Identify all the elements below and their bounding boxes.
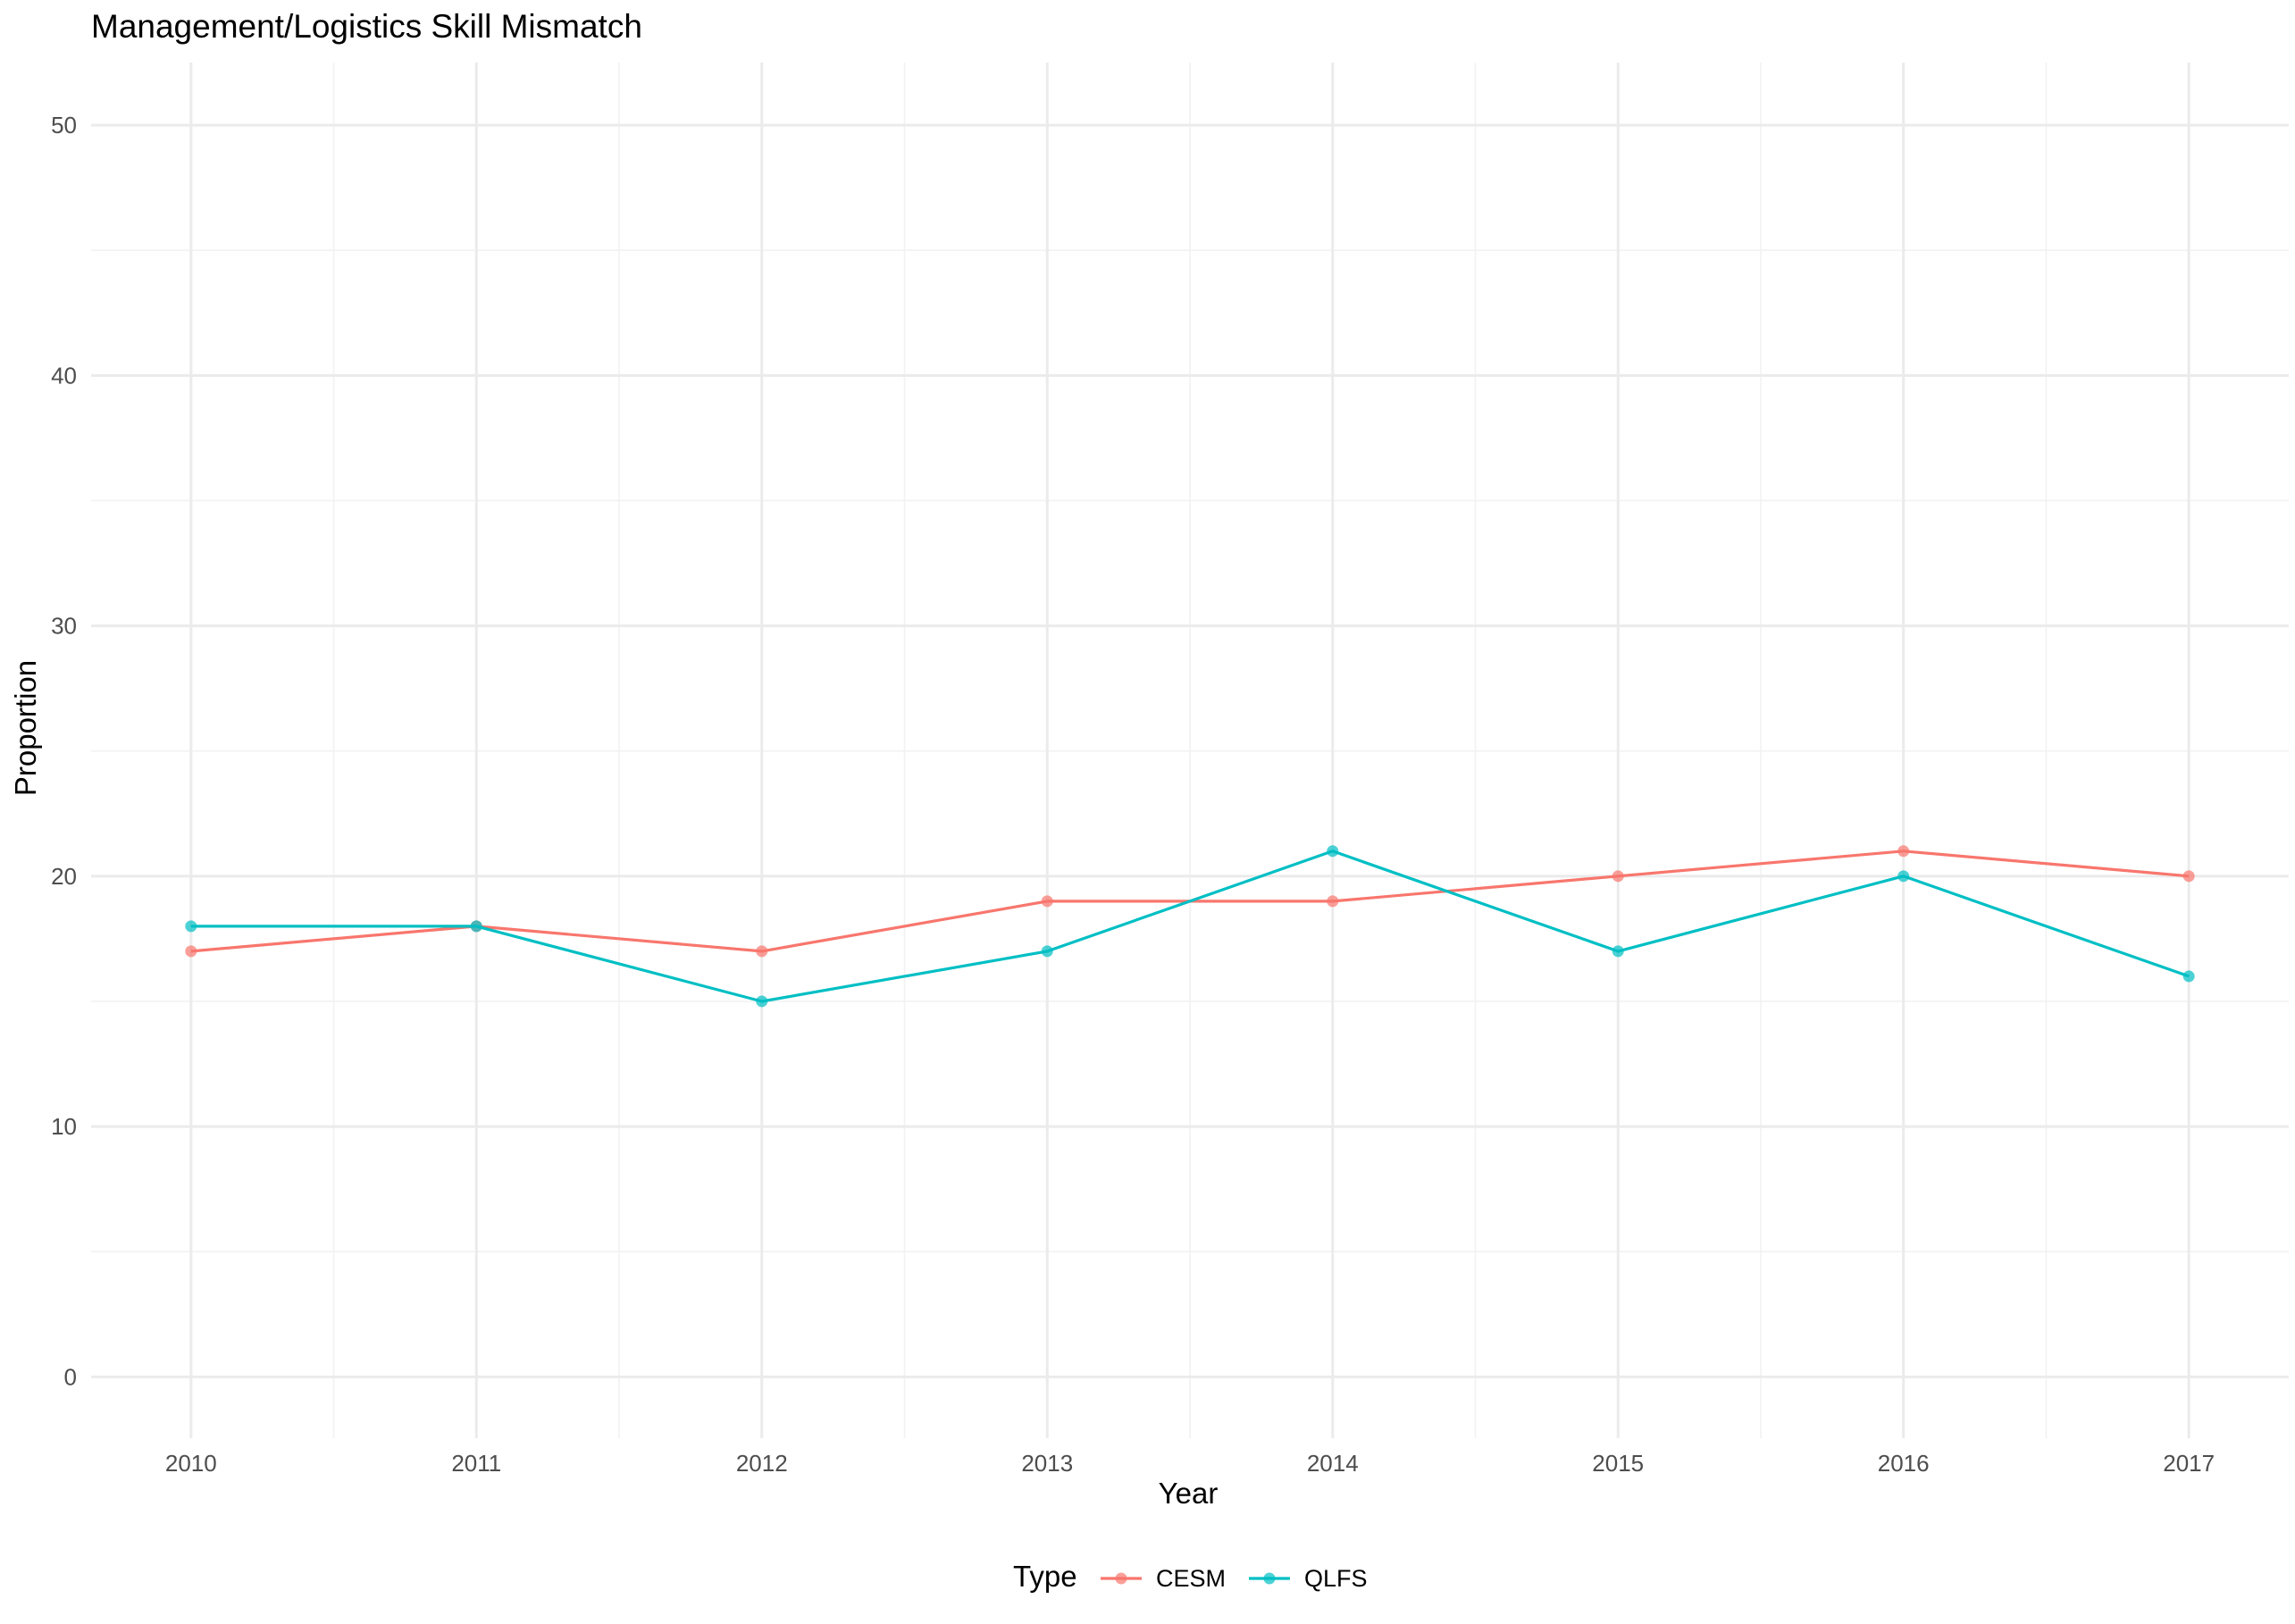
y-tick-label: 40 xyxy=(51,362,77,389)
data-point-cesm xyxy=(185,945,197,958)
data-point-qlfs xyxy=(2182,970,2195,983)
grid xyxy=(91,63,2289,1438)
data-point-qlfs xyxy=(1041,945,1053,958)
series-line-qlfs xyxy=(190,850,2190,1003)
legend-label-qlfs: QLFS xyxy=(1304,1565,1368,1592)
data-point-cesm xyxy=(756,945,768,958)
series-layer xyxy=(185,845,2195,1008)
data-point-cesm xyxy=(1897,845,1910,858)
legend-key-point-cesm xyxy=(1115,1572,1127,1585)
x-tick-label: 2016 xyxy=(1878,1450,1930,1477)
y-axis-title: Proportion xyxy=(9,660,42,796)
y-tick-label: 50 xyxy=(51,112,77,138)
chart-title: Management/Logistics Skill Mismatch xyxy=(91,8,642,45)
data-point-qlfs xyxy=(185,920,197,933)
data-point-cesm xyxy=(1612,870,1624,883)
data-point-cesm xyxy=(2182,870,2195,883)
y-tick-label: 10 xyxy=(51,1113,77,1140)
legend-title: Type xyxy=(1013,1560,1077,1593)
data-point-qlfs xyxy=(1897,870,1910,883)
x-axis-title: Year xyxy=(1159,1477,1219,1510)
data-point-qlfs xyxy=(1327,845,1339,858)
x-tick-label: 2010 xyxy=(165,1450,217,1477)
y-tick-label: 20 xyxy=(51,863,77,890)
x-tick-label: 2011 xyxy=(451,1450,501,1477)
x-tick-label: 2013 xyxy=(1021,1450,1073,1477)
y-tick-label: 0 xyxy=(64,1363,77,1390)
x-tick-label: 2015 xyxy=(1592,1450,1644,1477)
data-point-cesm xyxy=(1327,895,1339,908)
x-tick-label: 2017 xyxy=(2163,1450,2215,1477)
data-point-cesm xyxy=(1041,895,1053,908)
y-axis-tick-labels: 0 10 20 30 40 50 xyxy=(51,112,77,1390)
x-tick-label: 2014 xyxy=(1307,1450,1359,1477)
y-tick-label: 30 xyxy=(51,613,77,640)
legend-label-cesm: CESM xyxy=(1156,1565,1226,1592)
legend: Type CESM QLFS xyxy=(1013,1560,1368,1593)
data-point-qlfs xyxy=(756,995,768,1008)
data-point-qlfs xyxy=(470,920,482,933)
legend-key-point-qlfs xyxy=(1263,1572,1276,1585)
data-point-qlfs xyxy=(1612,945,1624,958)
series-qlfs xyxy=(185,845,2195,1008)
x-tick-label: 2012 xyxy=(736,1450,788,1477)
x-axis-tick-labels: 2010 2011 2012 2013 2014 2015 2016 2017 xyxy=(165,1450,2215,1477)
